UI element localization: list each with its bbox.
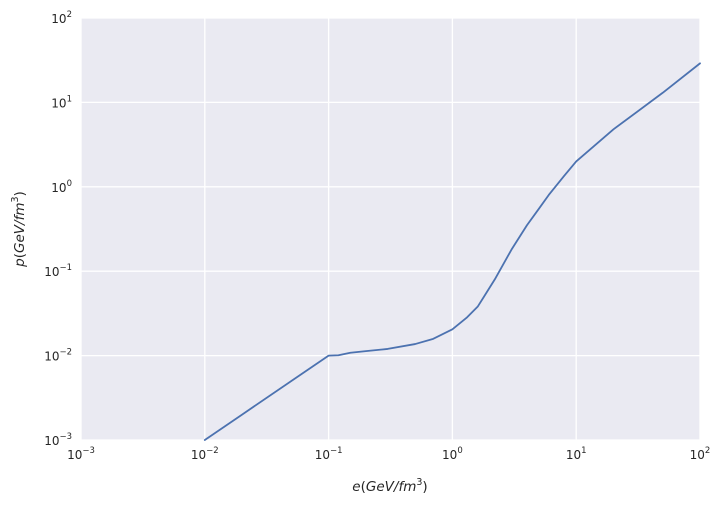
y-axis-label: p(GeV/fm3) — [10, 191, 28, 268]
x-tick-label: 10−2 — [191, 446, 219, 462]
y-tick-label: 101 — [51, 94, 72, 110]
x-axis-label: e(GeV/fm3) — [352, 477, 427, 495]
y-tick-label: 10−1 — [44, 263, 72, 279]
x-tick-label: 10−1 — [315, 446, 343, 462]
y-tick-label: 10−2 — [44, 348, 72, 364]
plot-area — [81, 18, 700, 440]
series-line — [203, 62, 701, 441]
x-tick-label: 100 — [442, 446, 463, 462]
grid — [80, 17, 701, 441]
x-tick-labels: 10−3 10−2 10−1 100 101 102 — [67, 446, 710, 462]
y-tick-labels: 10−3 10−2 10−1 100 101 102 — [44, 10, 72, 448]
x-tick-label: 10−3 — [67, 446, 95, 462]
x-tick-label: 102 — [690, 446, 711, 462]
x-tick-label: 101 — [566, 446, 587, 462]
y-tick-label: 10−3 — [44, 432, 72, 448]
y-tick-label: 102 — [51, 10, 72, 26]
y-tick-label: 100 — [51, 179, 72, 195]
series-group — [203, 62, 701, 441]
